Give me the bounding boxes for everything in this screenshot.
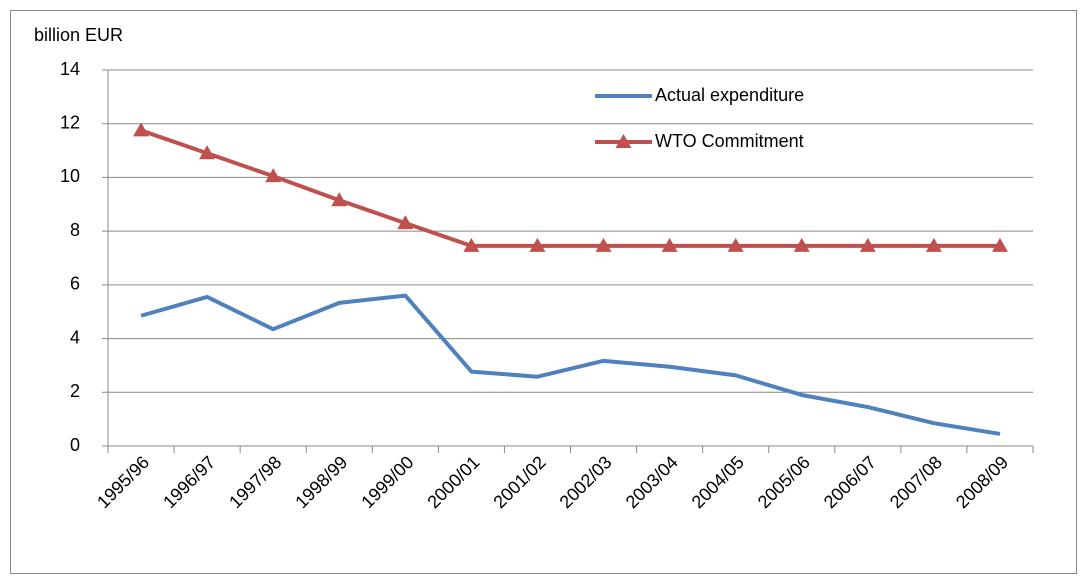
y-tick-label: 0 [70, 435, 80, 455]
y-tick-label: 6 [70, 274, 80, 294]
marker [859, 237, 876, 252]
y-axis-label: billion EUR [34, 25, 123, 45]
y-tick-label: 10 [60, 166, 80, 186]
marker [133, 122, 150, 137]
marker [595, 237, 612, 252]
legend-marker [615, 134, 632, 148]
chart-frame [10, 10, 1077, 574]
marker [925, 237, 942, 252]
series-line [140, 128, 1000, 248]
marker [991, 237, 1008, 252]
marker [331, 192, 348, 207]
marker [529, 237, 546, 252]
marker [727, 237, 744, 252]
marker [397, 215, 414, 230]
y-tick-label: 14 [60, 59, 80, 79]
marker [793, 237, 810, 252]
marker [265, 168, 282, 183]
series-line [140, 293, 1001, 436]
y-tick-label: 4 [70, 327, 80, 347]
y-tick-label: 8 [70, 220, 80, 240]
marker [463, 237, 480, 252]
marker [199, 145, 216, 160]
legend-label: Actual expenditure [655, 85, 804, 105]
y-tick-label: 2 [70, 381, 80, 401]
legend-label: WTO Commitment [655, 131, 804, 151]
marker [661, 237, 678, 252]
y-tick-label: 12 [60, 112, 80, 132]
